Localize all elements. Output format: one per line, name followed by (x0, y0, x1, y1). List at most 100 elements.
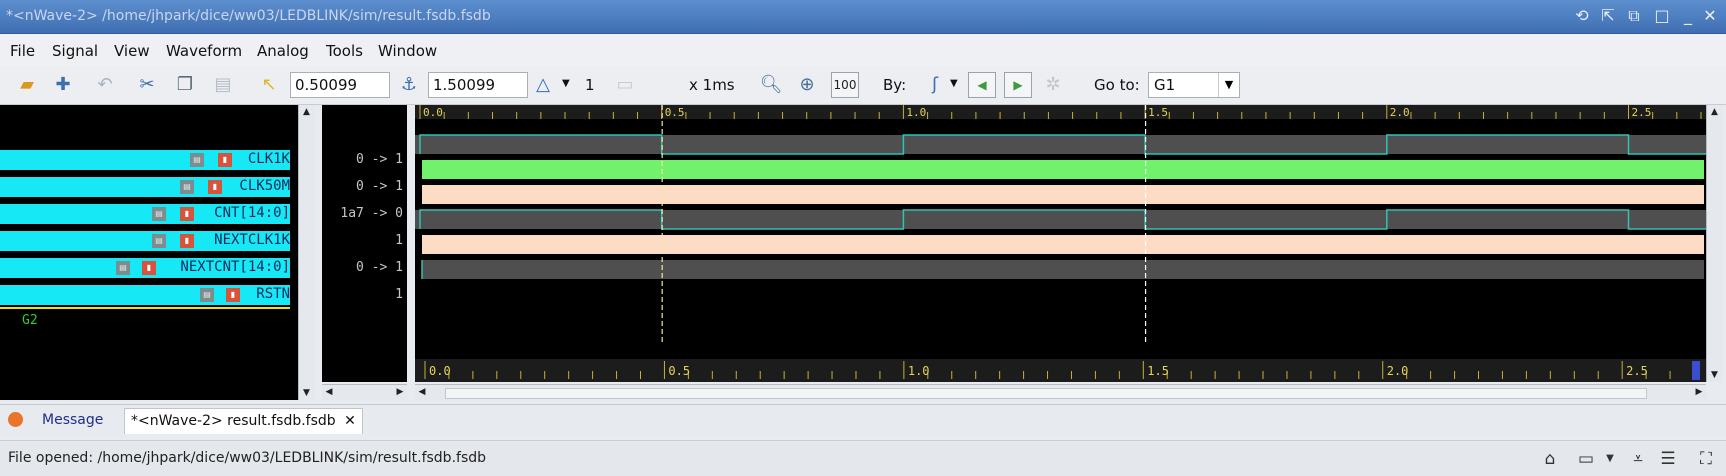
signal-type-icon: ▤ (152, 234, 166, 248)
by-dropdown-icon[interactable]: ▼ (950, 78, 958, 89)
scroll-thumb[interactable] (445, 388, 1647, 399)
signal-value: 0 -> 1 (356, 152, 403, 167)
search-by-icon[interactable]: ʃ (931, 74, 939, 95)
signal-type-icon: ▤ (116, 261, 130, 275)
menu-analog[interactable]: Analog (257, 42, 309, 60)
overview-label: 2.0 (1387, 364, 1409, 378)
toolbar: ▰ ✚ ↶ ✂ ❐ ▤ ↖ 0.50099 ⚓ 1.50099 △ ▼ 1 ▭ … (0, 66, 1726, 105)
tab-nwave-label: *<nWave-2> result.fsdb.fsdb (131, 413, 336, 429)
goto-select[interactable]: G1 ▼ (1148, 72, 1240, 98)
cursor-tool-icon[interactable]: ↖ (261, 74, 277, 95)
maximize-icon[interactable]: □ (1654, 6, 1670, 25)
search-stop-icon[interactable]: ✲ (1045, 74, 1061, 95)
by-label: By: (883, 76, 907, 94)
waveform-pane[interactable]: 0.0 0.5 1.0 1.5 2.0 2.5 0.0 0.5 1.0 1.5 2.0 2.5 (415, 105, 1706, 382)
scroll-right-icon[interactable]: ▶ (1695, 387, 1703, 397)
zoom-100-button[interactable]: 100 (831, 72, 859, 98)
time-unit: x 1ms (689, 76, 735, 94)
signal-row[interactable]: ▤ ▮ RSTN (0, 285, 290, 305)
signal-value: 1a7 -> 0 (340, 206, 403, 221)
marker-tool-icon[interactable]: ⚓ (400, 74, 418, 95)
scroll-right-icon[interactable]: ▶ (396, 387, 404, 397)
search-next-button[interactable]: ▶ (1004, 72, 1032, 98)
paste-icon[interactable]: ▤ (214, 74, 232, 95)
ruler-label: 2.5 (1631, 106, 1651, 119)
signal-type-icon: ▤ (190, 153, 204, 167)
scroll-down-icon[interactable]: ▼ (303, 388, 310, 398)
signal-bit-icon: ▮ (218, 153, 232, 167)
menu-bar: File Signal View Waveform Analog Tools W… (0, 34, 1726, 66)
delta-dropdown-icon[interactable]: ▼ (562, 78, 570, 89)
restore-icon[interactable]: ⟲ (1575, 6, 1589, 25)
signal-value: 1 (395, 233, 403, 248)
marker-time-input[interactable]: 1.50099 (428, 72, 528, 98)
layout-icon[interactable]: ▭ (1577, 449, 1595, 469)
waveform-hscrollbar[interactable]: ◀ ▶ (415, 384, 1706, 400)
tab-message[interactable]: Message (42, 412, 104, 428)
window-title: *<nWave-2> /home/jhpark/dice/ww03/LEDBLI… (6, 8, 491, 24)
menu-file[interactable]: File (10, 42, 36, 60)
add-signal-icon[interactable]: ✚ (55, 74, 71, 95)
copy-icon[interactable]: ❐ (176, 74, 194, 95)
signal-type-icon: ▤ (180, 180, 194, 194)
cnt-bus (422, 185, 1704, 204)
overview-label: 0.5 (668, 364, 690, 378)
menu-waveform[interactable]: Waveform (166, 42, 243, 60)
menu-tools[interactable]: Tools (326, 42, 363, 60)
message-icon (8, 412, 23, 427)
collapse-icon[interactable]: ⩡ (1633, 449, 1643, 469)
minimize-icon[interactable]: _ (1684, 6, 1692, 25)
signal-value: 0 -> 1 (356, 260, 403, 275)
ruler-label: 1.5 (1148, 106, 1168, 119)
signal-row[interactable]: ▤ ▮ NEXTCLK1K (0, 231, 290, 251)
delta-icon[interactable]: △ (536, 74, 550, 95)
menu-signal[interactable]: Signal (52, 42, 99, 60)
close-icon[interactable]: ✕ (344, 413, 356, 429)
menu-window[interactable]: Window (378, 42, 438, 60)
undo-icon[interactable]: ↶ (97, 74, 113, 95)
open-file-icon[interactable]: ▰ (20, 74, 34, 95)
clk50m-band (422, 160, 1704, 179)
signal-bit-icon: ▮ (208, 180, 222, 194)
layout-dropdown-icon[interactable]: ▼ (1606, 453, 1614, 464)
tab-nwave[interactable]: *<nWave-2> result.fsdb.fsdb ✕ (124, 408, 363, 434)
cut-icon[interactable]: ✂ (139, 74, 155, 95)
signal-type-icon: ▤ (200, 288, 214, 302)
cursor-time-input[interactable]: 0.50099 (290, 72, 390, 98)
signal-row[interactable]: ▤ ▮ NEXTCNT[14:0] (0, 258, 290, 278)
scroll-up-icon[interactable]: ▲ (1711, 107, 1718, 117)
window-titlebar: *<nWave-2> /home/jhpark/dice/ww03/LEDBLI… (0, 0, 1726, 34)
pin-icon[interactable]: ⇱ (1601, 6, 1615, 25)
zoom-out-icon[interactable]: 🔍︎ (759, 74, 783, 95)
scroll-up-icon[interactable]: ▲ (303, 107, 310, 117)
float-icon[interactable]: ⧉ (1628, 6, 1640, 25)
scroll-left-icon[interactable]: ◀ (418, 387, 426, 397)
zoom-in-icon[interactable]: ⊕ (799, 74, 815, 95)
signal-value: 0 -> 1 (356, 179, 403, 194)
chevron-down-icon: ▼ (1218, 73, 1239, 97)
waveform-vscrollbar[interactable]: ▲ ▼ (1706, 105, 1722, 382)
fullscreen-icon[interactable]: ⛶ (1700, 449, 1712, 469)
status-text: File opened: /home/jhpark/dice/ww03/LEDB… (8, 450, 487, 466)
home-icon[interactable]: ⌂ (1544, 449, 1556, 469)
signal-name: NEXTCNT[14:0] (180, 259, 290, 275)
signal-type-icon: ▤ (152, 207, 166, 221)
value-hscrollbar[interactable]: ◀ ▶ (322, 384, 407, 400)
waveform-canvas[interactable]: 0.0 0.5 1.0 1.5 2.0 2.5 0.0 0.5 1.0 1.5 2.0 2.5 (415, 105, 1706, 382)
signal-row[interactable]: ▤ ▮ CNT[14:0] (0, 204, 290, 224)
top-ruler (415, 105, 1706, 119)
nextcnt-bus (422, 235, 1704, 254)
menu-view[interactable]: View (114, 42, 150, 60)
search-prev-button[interactable]: ◀ (968, 72, 996, 98)
signal-row[interactable]: ▤ ▮ CLK1K (0, 150, 290, 170)
list-icon[interactable]: ☰ (1660, 449, 1676, 469)
clock-row-bg (415, 210, 1706, 229)
overview-label: 2.5 (1626, 364, 1648, 378)
close-icon[interactable]: ✕ (1703, 6, 1717, 25)
signal-row[interactable]: ▤ ▮ CLK50M (0, 177, 290, 197)
overview-viewport (1692, 361, 1700, 380)
signal-scrollbar[interactable]: ▲ ▼ (298, 105, 314, 400)
scroll-left-icon[interactable]: ◀ (325, 387, 333, 397)
pan-left-icon[interactable]: ▭ (616, 74, 634, 95)
scroll-down-icon[interactable]: ▼ (1711, 370, 1718, 380)
